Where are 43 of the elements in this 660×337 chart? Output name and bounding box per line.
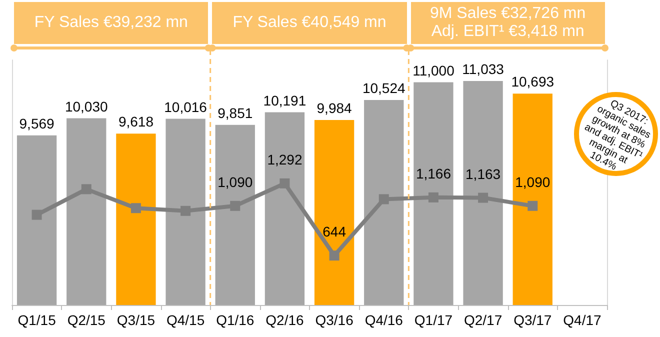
x-tick-label: Q3/16 — [315, 312, 354, 328]
data-label: 10,191 — [263, 92, 306, 108]
point — [428, 192, 438, 202]
point — [329, 250, 340, 261]
x-tick-label: Q1/16 — [216, 312, 254, 328]
data-label: 10,693 — [511, 74, 554, 90]
data-label: 11,033 — [462, 61, 504, 78]
point — [478, 192, 488, 203]
data-label: 10,030 — [64, 98, 108, 114]
data-label: 9,618 — [118, 114, 154, 130]
point — [130, 203, 141, 214]
x-tick-label: Q3/17 — [514, 312, 552, 328]
data-label: 10,016 — [164, 98, 208, 115]
point — [180, 206, 191, 216]
point — [280, 178, 290, 188]
data-label: 1,292 — [267, 151, 302, 168]
x-tick-label: Q2/16 — [266, 312, 304, 328]
data-label: 1,090 — [515, 174, 550, 190]
data-label: 1,166 — [416, 165, 452, 182]
point — [528, 200, 538, 211]
text: FY Sales €40,549 mn — [212, 2, 407, 44]
x-tick-label: Q4/15 — [166, 312, 205, 328]
data-label: 1,090 — [218, 174, 253, 190]
point — [81, 184, 92, 194]
x-tick-label: Q1/17 — [414, 312, 453, 328]
x-tick-label: Q4/17 — [563, 312, 602, 328]
point — [378, 194, 389, 204]
x-tick-label: Q3/15 — [116, 312, 156, 328]
text: 9M Sales €32,726 mn Adj. EBIT¹ €3,418 mn — [410, 2, 605, 44]
data-label: 9,569 — [19, 115, 55, 132]
data-label: 9,984 — [316, 100, 352, 116]
data-label: 10,524 — [362, 80, 406, 96]
data-label: 11,000 — [412, 62, 455, 78]
text: FY Sales €39,232 mn — [14, 2, 208, 44]
data-label: 1,163 — [466, 166, 501, 182]
x-tick-label: Q1/15 — [18, 312, 56, 328]
point — [230, 200, 240, 211]
point — [32, 210, 42, 220]
x-tick-label: Q2/15 — [67, 312, 106, 328]
data-label: 644 — [322, 224, 346, 240]
x-tick-label: Q4/16 — [364, 312, 404, 328]
data-label: 9,851 — [218, 104, 253, 121]
x-tick-label: Q2/17 — [464, 312, 502, 328]
